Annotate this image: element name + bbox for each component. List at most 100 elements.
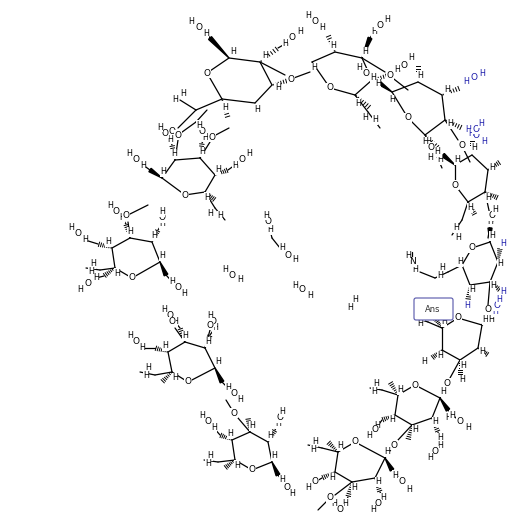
Text: O: O (351, 438, 358, 446)
Text: H: H (169, 278, 175, 286)
Text: H: H (159, 251, 165, 261)
Text: H: H (366, 431, 372, 441)
Text: H: H (492, 206, 498, 214)
Text: O: O (489, 211, 495, 221)
Text: H: H (427, 452, 433, 462)
Text: H: H (230, 48, 236, 56)
Text: H: H (397, 385, 403, 394)
Text: O: O (458, 142, 465, 150)
Text: H: H (478, 119, 484, 128)
Polygon shape (215, 368, 224, 383)
Text: H: H (159, 220, 165, 228)
FancyBboxPatch shape (414, 298, 453, 320)
Text: H: H (496, 295, 502, 305)
Polygon shape (362, 37, 372, 58)
Text: H: H (489, 231, 495, 241)
Text: O: O (399, 478, 406, 486)
Text: H: H (262, 50, 268, 60)
Text: H: H (408, 53, 414, 63)
Text: H: H (282, 40, 288, 49)
Text: O: O (199, 127, 205, 135)
Text: H: H (162, 342, 168, 350)
Text: H: H (331, 499, 337, 507)
Text: O: O (485, 306, 491, 314)
Text: O: O (386, 71, 393, 81)
Text: H: H (207, 451, 213, 461)
Text: O: O (185, 378, 192, 386)
Text: O: O (159, 213, 165, 223)
Text: H: H (500, 240, 506, 248)
Text: H: H (417, 70, 423, 80)
Text: H: H (453, 224, 459, 232)
Text: H: H (394, 66, 400, 74)
Text: H: H (444, 86, 450, 94)
Polygon shape (160, 262, 168, 276)
Text: O: O (473, 131, 480, 141)
Text: H: H (127, 227, 133, 236)
Text: H: H (310, 445, 316, 455)
Text: H: H (267, 226, 273, 234)
Text: H: H (437, 351, 443, 361)
Text: H: H (217, 211, 223, 221)
Text: O: O (327, 84, 334, 92)
Text: O: O (454, 313, 461, 323)
Text: H: H (405, 250, 411, 260)
Text: H: H (497, 260, 503, 268)
Text: H: H (181, 289, 187, 299)
Text: H: H (279, 407, 285, 417)
Text: O: O (311, 17, 318, 27)
Text: H: H (463, 77, 469, 87)
Text: H: H (319, 24, 325, 32)
Text: O: O (123, 211, 129, 221)
Text: H: H (419, 311, 425, 321)
Text: H: H (275, 84, 281, 92)
Text: H: H (449, 410, 455, 420)
Text: H: H (500, 287, 506, 297)
Text: H: H (352, 295, 358, 305)
Text: O: O (473, 125, 480, 133)
Text: H: H (330, 41, 336, 49)
Text: H: H (203, 29, 209, 37)
Text: O: O (231, 408, 237, 418)
Text: H: H (464, 301, 470, 309)
Text: H: H (312, 438, 318, 446)
Text: O: O (166, 311, 173, 321)
Text: H: H (371, 387, 377, 397)
Text: H: H (422, 137, 428, 147)
Text: H: H (479, 69, 485, 77)
Text: H: H (311, 64, 317, 72)
Text: H: H (107, 202, 113, 210)
Text: H: H (337, 442, 343, 450)
Polygon shape (208, 36, 229, 58)
Text: H: H (355, 98, 361, 108)
Text: H: H (171, 149, 177, 159)
Text: H: H (297, 28, 303, 36)
Text: H: H (490, 281, 496, 289)
Polygon shape (442, 153, 455, 165)
Text: H: H (468, 129, 474, 139)
Text: H: H (279, 244, 285, 252)
Text: H: H (465, 424, 471, 432)
Text: H: H (307, 290, 313, 300)
Text: O: O (401, 61, 408, 69)
Text: H: H (441, 318, 447, 326)
Text: H: H (437, 433, 443, 443)
Text: H: H (421, 358, 427, 366)
Text: H: H (246, 149, 252, 159)
Text: O: O (468, 244, 476, 252)
Text: O: O (113, 207, 120, 216)
Text: O: O (229, 270, 235, 280)
Text: H: H (347, 304, 353, 312)
Text: O: O (493, 302, 500, 310)
Text: H: H (454, 155, 460, 165)
Polygon shape (377, 81, 392, 92)
Text: H: H (437, 441, 443, 449)
Text: O: O (75, 229, 82, 239)
Text: H: H (212, 324, 218, 332)
Text: H: H (222, 103, 228, 111)
Text: H: H (389, 416, 395, 424)
Text: H: H (471, 144, 477, 152)
Text: H: H (445, 413, 451, 423)
Text: O: O (470, 73, 478, 83)
Text: O: O (284, 250, 292, 260)
